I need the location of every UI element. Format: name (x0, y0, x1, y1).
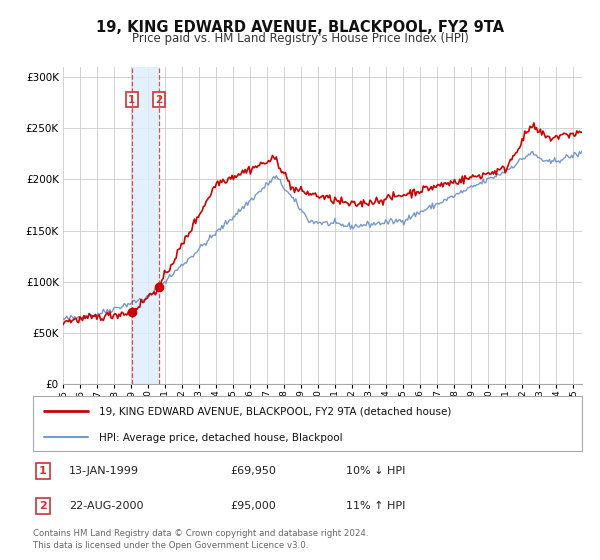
Text: £69,950: £69,950 (230, 466, 277, 476)
Text: 1: 1 (39, 466, 47, 476)
Text: Contains HM Land Registry data © Crown copyright and database right 2024.
This d: Contains HM Land Registry data © Crown c… (33, 529, 368, 550)
Text: £95,000: £95,000 (230, 501, 277, 511)
Text: Price paid vs. HM Land Registry's House Price Index (HPI): Price paid vs. HM Land Registry's House … (131, 32, 469, 45)
Text: 1: 1 (128, 95, 136, 105)
Text: HPI: Average price, detached house, Blackpool: HPI: Average price, detached house, Blac… (99, 433, 343, 442)
Text: 10% ↓ HPI: 10% ↓ HPI (346, 466, 406, 476)
Bar (132, 67, 159, 384)
Text: 11% ↑ HPI: 11% ↑ HPI (346, 501, 406, 511)
Text: 2: 2 (39, 501, 47, 511)
Text: 13-JAN-1999: 13-JAN-1999 (68, 466, 139, 476)
Text: 19, KING EDWARD AVENUE, BLACKPOOL, FY2 9TA: 19, KING EDWARD AVENUE, BLACKPOOL, FY2 9… (96, 20, 504, 35)
Text: 19, KING EDWARD AVENUE, BLACKPOOL, FY2 9TA (detached house): 19, KING EDWARD AVENUE, BLACKPOOL, FY2 9… (99, 407, 451, 416)
Text: 2: 2 (155, 95, 163, 105)
Text: 22-AUG-2000: 22-AUG-2000 (68, 501, 143, 511)
